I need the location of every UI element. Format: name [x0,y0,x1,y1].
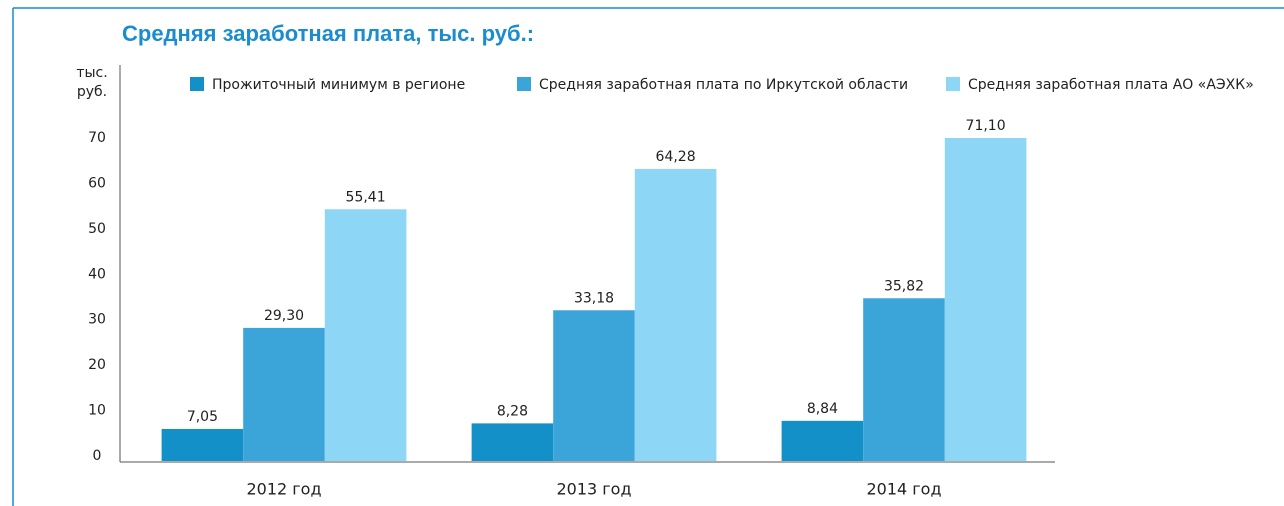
x-tick-label: 2013 год [556,480,631,499]
y-tick-label: 60 [88,175,106,191]
y-tick-label: 10 [88,403,106,419]
value-label: 7,05 [187,409,218,425]
legend-swatch [946,77,960,91]
value-label: 33,18 [574,290,614,306]
bar [781,420,864,461]
y-tick-label: 70 [88,130,106,146]
value-label: 64,28 [656,149,696,165]
value-label: 71,10 [966,118,1006,134]
legend-label: Прожиточный минимум в регионе [212,77,465,93]
y-tick-label: 30 [88,312,106,328]
legend-swatch [517,77,531,91]
value-label: 35,82 [884,278,924,294]
legend-label: Средняя заработная плата АО «АЭХК» [968,77,1254,93]
bar [553,310,635,461]
bar [161,428,244,461]
bar [324,209,407,461]
y-axis-label: тыс. руб. [76,65,108,100]
bar [634,168,717,461]
value-label: 8,28 [497,403,528,419]
y-tick-label: 20 [88,357,106,373]
value-label: 29,30 [264,308,304,324]
legend-swatch [190,77,204,91]
bar [863,298,945,461]
bar [944,138,1027,461]
y-tick-label: 40 [88,266,106,282]
bar [471,423,554,461]
x-tick-label: 2014 год [866,480,941,499]
chart-title: Средняя заработная плата, тыс. руб.: [122,21,534,46]
x-tick-label: 2012 год [246,480,321,499]
y-tick-label: 0 [93,448,102,464]
y-tick-label: 50 [88,221,106,237]
value-label: 8,84 [807,401,838,417]
legend-label: Средняя заработная плата по Иркутской об… [539,77,908,93]
bar [243,327,325,461]
value-label: 55,41 [346,189,386,205]
